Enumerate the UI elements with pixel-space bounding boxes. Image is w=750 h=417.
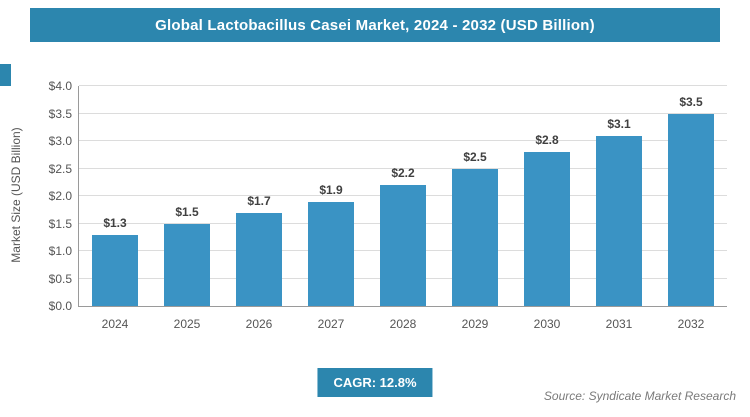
y-tick-label: $3.0 (48, 134, 72, 148)
bar-value-label: $3.5 (679, 94, 703, 109)
bar-value-label: $1.7 (247, 193, 271, 208)
y-tick-label: $0.0 (48, 299, 72, 313)
y-tick-label: $3.5 (48, 106, 72, 121)
bar-group-2024: $1.3 2024 (79, 86, 151, 331)
x-tick-label: 2025 (173, 317, 201, 331)
bar-value-label: $2.5 (463, 149, 487, 164)
y-tick-label: $1.0 (48, 244, 72, 258)
gridline (79, 112, 727, 114)
x-tick-label: 2026 (245, 317, 273, 331)
bar-2032 (668, 113, 714, 306)
gridline (79, 167, 727, 169)
bar-group-2028: $2.2 2028 (367, 86, 439, 331)
y-tick-label: $0.5 (48, 271, 72, 286)
bar-2026 (236, 212, 282, 306)
bar-2027 (308, 201, 354, 306)
y-tick-label: $2.0 (48, 189, 72, 203)
bar-2031 (596, 135, 642, 306)
bar-group-2031: $3.1 2031 (583, 86, 655, 331)
x-tick-label: 2029 (461, 317, 489, 331)
x-tick-label: 2030 (533, 317, 561, 331)
x-tick-label: 2031 (605, 317, 633, 331)
bar-2024 (92, 234, 138, 306)
bar-2029 (452, 168, 498, 306)
bar-2030 (524, 152, 570, 306)
bar-2025 (164, 223, 210, 306)
bar-value-label: $1.5 (175, 204, 199, 219)
gridline (79, 140, 727, 141)
bar-group-2029: $2.5 2029 (439, 86, 511, 331)
bar-value-label: $1.9 (319, 182, 343, 197)
x-tick-label: 2027 (317, 317, 345, 331)
bar-2028 (380, 185, 426, 306)
y-tick-label: $2.5 (48, 161, 72, 176)
left-accent-mark (0, 64, 11, 86)
y-axis-title: Market Size (USD Billion) (9, 127, 23, 263)
y-tick-label: $4.0 (48, 79, 72, 93)
x-tick-label: 2024 (101, 317, 129, 331)
x-tick-label: 2028 (389, 317, 417, 331)
bar-value-label: $3.1 (607, 116, 631, 131)
bar-value-label: $2.2 (391, 166, 415, 180)
source-note: Source: Syndicate Market Research (543, 389, 736, 403)
gridline (79, 85, 727, 86)
bar-value-label: $1.3 (103, 215, 127, 230)
bar-group-2027: $1.9 2027 (295, 86, 367, 331)
bars-container: $1.3 2024 $1.5 2025 $1.7 2026 $1.9 2027 $2.2 2028… (79, 86, 727, 331)
bar-group-2025: $1.5 2025 (151, 86, 223, 331)
chart-title: Global Lactobacillus Casei Market, 2024 … (155, 16, 595, 34)
chart-title-bar: Global Lactobacillus Casei Market, 2024 … (30, 8, 720, 42)
bar-value-label: $2.8 (535, 133, 559, 147)
x-tick-label: 2032 (677, 317, 705, 331)
bar-group-2030: $2.8 2030 (511, 86, 583, 331)
y-tick-label: $1.5 (48, 216, 72, 231)
bar-group-2032: $3.5 2032 (655, 86, 727, 331)
bar-group-2026: $1.7 2026 (223, 86, 295, 331)
plot-area: $0.0 $0.5 $1.0 $1.5 $2.0 $2.5 $3.0 $3.5 $4.0 $1.3… (49, 79, 727, 331)
cagr-badge: CAGR: 12.8% (317, 368, 433, 397)
